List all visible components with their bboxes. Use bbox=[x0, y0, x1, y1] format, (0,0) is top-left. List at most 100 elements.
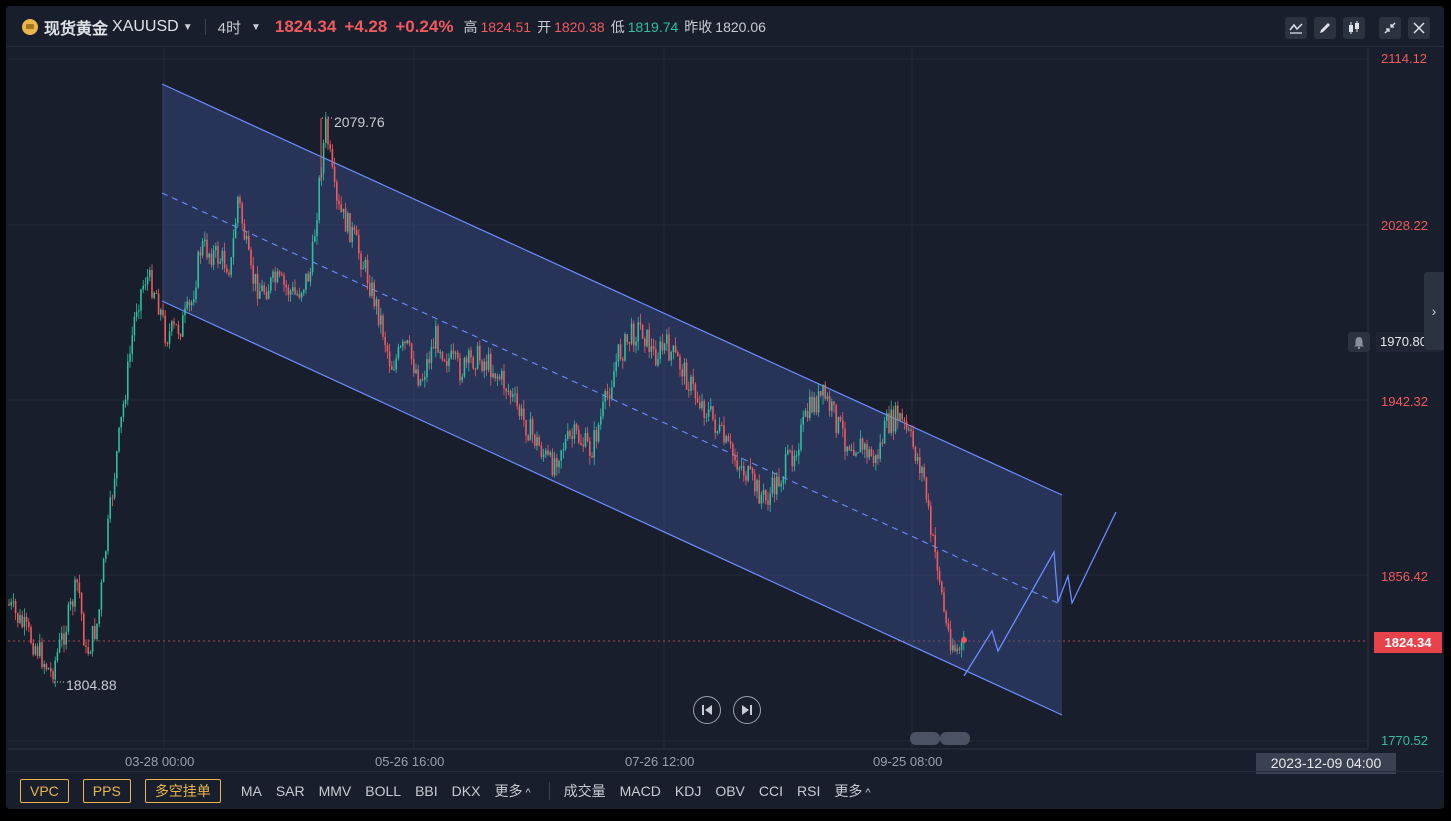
candle-body bbox=[45, 664, 48, 670]
candle-body bbox=[505, 388, 507, 392]
candle-body bbox=[496, 376, 499, 379]
candle-style-button[interactable] bbox=[1343, 17, 1365, 39]
candle-body bbox=[283, 275, 285, 285]
candle-body bbox=[648, 329, 650, 352]
candle-body bbox=[179, 334, 182, 337]
indicator-boll[interactable]: BOLL bbox=[365, 783, 402, 799]
candle-body bbox=[208, 253, 210, 258]
close-button[interactable] bbox=[1408, 17, 1430, 39]
candle-body bbox=[520, 408, 523, 416]
candle-body bbox=[883, 420, 886, 444]
indicator-mmv[interactable]: MMV bbox=[318, 783, 352, 799]
candle-body bbox=[289, 291, 292, 295]
y-axis-label: 1770.52 bbox=[1381, 733, 1428, 748]
line-chart-icon bbox=[1289, 23, 1303, 34]
candle-body bbox=[270, 277, 272, 291]
candle-body bbox=[223, 250, 226, 269]
indicator-cci[interactable]: CCI bbox=[758, 783, 784, 799]
indicator-dkx[interactable]: DKX bbox=[451, 783, 481, 799]
candle-body bbox=[943, 592, 945, 612]
indicator-obv[interactable]: OBV bbox=[715, 783, 745, 799]
symbol-name[interactable]: 现货黄金 bbox=[44, 21, 109, 38]
line-chart-button[interactable] bbox=[1285, 17, 1307, 39]
candle-body bbox=[806, 410, 809, 418]
candle-body bbox=[617, 344, 620, 362]
candle-body bbox=[778, 476, 780, 487]
indicator-ma[interactable]: MA bbox=[240, 783, 262, 799]
indicator-bbi[interactable]: BBI bbox=[415, 783, 438, 799]
candle-body bbox=[782, 477, 785, 484]
candle-body bbox=[371, 282, 373, 296]
candle-body bbox=[919, 457, 921, 473]
draw-button[interactable] bbox=[1314, 17, 1336, 39]
candle-body bbox=[740, 466, 743, 468]
period-selector[interactable]: 4时 bbox=[217, 19, 241, 37]
side-panel-toggle[interactable]: › bbox=[1424, 272, 1444, 350]
indicator-volume[interactable]: 成交量 bbox=[563, 783, 606, 799]
candle-body bbox=[956, 648, 958, 652]
symbol-dropdown-icon[interactable]: ▼ bbox=[182, 21, 193, 33]
candle-body bbox=[534, 434, 536, 446]
bell-icon bbox=[1354, 336, 1364, 349]
more-sub-indicators[interactable]: 更多 ^ bbox=[834, 781, 870, 801]
candle-body bbox=[149, 270, 151, 277]
candle-body bbox=[219, 261, 221, 264]
long-short-orders-button[interactable]: 多空挂单 bbox=[144, 779, 221, 803]
vpc-button[interactable]: VPC bbox=[20, 779, 69, 803]
candle-body bbox=[916, 457, 919, 461]
candle-body bbox=[615, 361, 617, 372]
candle-body bbox=[426, 359, 428, 378]
prev-button[interactable] bbox=[693, 696, 721, 724]
indicator-kdj[interactable]: KDJ bbox=[674, 783, 702, 799]
period-dropdown-icon[interactable]: ▼ bbox=[250, 21, 261, 33]
candle-body bbox=[157, 293, 160, 315]
indicator-macd[interactable]: MACD bbox=[619, 783, 661, 799]
prev-icon bbox=[702, 705, 712, 715]
candle-body bbox=[509, 390, 512, 397]
candle-body bbox=[910, 429, 912, 431]
candle-body bbox=[960, 641, 963, 650]
price-chart[interactable] bbox=[6, 6, 1444, 771]
candle-body bbox=[113, 478, 116, 498]
candle-body bbox=[155, 292, 158, 294]
symbol-code[interactable]: XAUUSD bbox=[112, 18, 179, 35]
candle-body bbox=[305, 273, 307, 290]
candle-body bbox=[406, 340, 408, 344]
candle-body bbox=[822, 384, 824, 396]
indicator-rsi[interactable]: RSI bbox=[797, 783, 821, 799]
pps-button[interactable]: PPS bbox=[82, 779, 131, 803]
candle-body bbox=[109, 497, 111, 519]
candle-body bbox=[492, 373, 494, 378]
candle-body bbox=[479, 345, 481, 361]
candle-body bbox=[307, 273, 309, 282]
candle-body bbox=[578, 430, 580, 443]
indicator-sar[interactable]: SAR bbox=[275, 783, 305, 799]
candle-body bbox=[421, 379, 424, 381]
candle-body bbox=[182, 315, 184, 337]
more-main-indicators[interactable]: 更多 ^ bbox=[494, 781, 530, 801]
close-icon bbox=[1413, 22, 1425, 34]
candle-body bbox=[362, 267, 364, 270]
candle-body bbox=[212, 250, 215, 265]
candle-body bbox=[551, 452, 554, 476]
candle-body bbox=[399, 346, 402, 348]
candle-body bbox=[450, 350, 452, 359]
candle-body bbox=[936, 551, 939, 571]
next-button[interactable] bbox=[733, 696, 761, 724]
candle-body bbox=[32, 643, 34, 655]
candle-body bbox=[402, 341, 404, 347]
price-alert-button[interactable] bbox=[1348, 332, 1370, 352]
candle-body bbox=[602, 401, 604, 417]
candle-body bbox=[921, 467, 923, 473]
candle-body bbox=[745, 475, 747, 481]
candle-body bbox=[138, 310, 140, 312]
candle-body bbox=[232, 238, 235, 258]
candle-body bbox=[404, 341, 406, 344]
candle-body bbox=[622, 359, 624, 361]
candle-body bbox=[474, 368, 477, 370]
candle-body bbox=[762, 490, 765, 495]
candle-body bbox=[784, 454, 787, 478]
candle-body bbox=[58, 639, 61, 653]
collapse-button[interactable] bbox=[1379, 17, 1401, 39]
candle-body bbox=[391, 366, 393, 370]
